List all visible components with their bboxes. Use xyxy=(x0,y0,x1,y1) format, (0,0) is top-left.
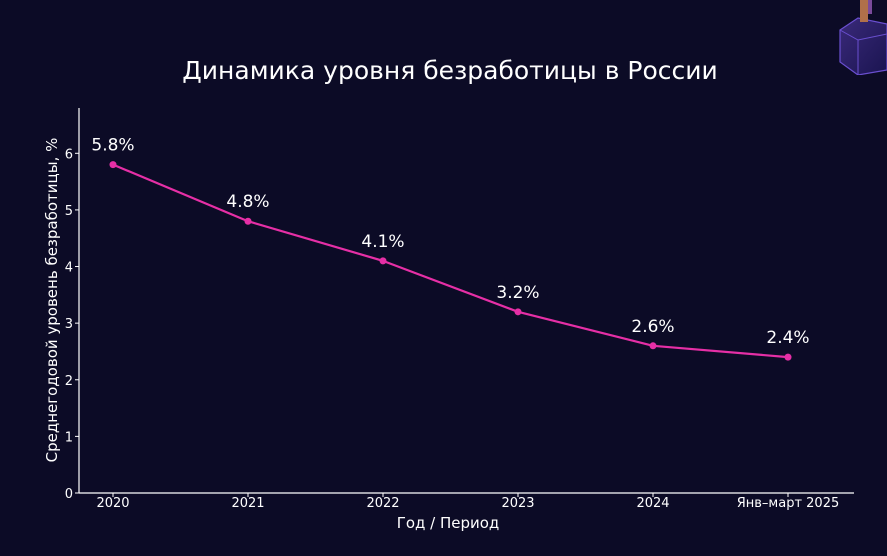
y-tick-label: 1 xyxy=(65,430,73,445)
y-tick-label: 5 xyxy=(65,204,73,219)
cube-logo-icon xyxy=(839,0,887,75)
data-label: 4.8% xyxy=(226,192,269,212)
data-label: 5.8% xyxy=(91,136,134,156)
data-point xyxy=(109,161,117,169)
data-point xyxy=(514,308,522,316)
x-tick-label: 2023 xyxy=(501,496,534,511)
x-tick-label: 2024 xyxy=(636,496,669,511)
x-tick-label: 2020 xyxy=(96,496,129,511)
data-label: 4.1% xyxy=(361,232,404,252)
x-axis-label: Год / Период xyxy=(397,514,500,532)
x-tick-label: Янв–март 2025 xyxy=(737,496,840,511)
data-label: 2.4% xyxy=(766,328,809,348)
chart-title: Динамика уровня безработицы в России xyxy=(182,56,718,85)
x-axis-ticks: 2020 2021 2022 2023 2024 Янв–март 2025 xyxy=(96,493,839,511)
series-line-group xyxy=(112,163,789,359)
y-axis-ticks: 0 1 2 3 4 5 6 xyxy=(65,147,79,502)
data-point xyxy=(379,257,387,265)
data-label: 3.2% xyxy=(496,283,539,303)
data-labels: 5.8% 4.8% 4.1% 3.2% 2.6% 2.4% xyxy=(91,136,809,349)
data-point xyxy=(649,342,657,350)
y-tick-label: 2 xyxy=(65,374,73,389)
y-tick-label: 0 xyxy=(65,487,73,502)
data-points xyxy=(109,161,792,361)
y-axis-label: Среднегодовой уровень безработицы, % xyxy=(43,138,61,463)
chart-axes xyxy=(78,108,854,494)
data-point xyxy=(784,353,792,361)
x-tick-label: 2022 xyxy=(366,496,399,511)
y-tick-label: 4 xyxy=(65,261,73,276)
data-label: 2.6% xyxy=(631,317,674,337)
x-tick-label: 2021 xyxy=(231,496,264,511)
y-tick-label: 3 xyxy=(65,317,73,332)
data-point xyxy=(244,217,252,225)
y-tick-label: 6 xyxy=(65,147,73,162)
series-line xyxy=(112,163,789,359)
